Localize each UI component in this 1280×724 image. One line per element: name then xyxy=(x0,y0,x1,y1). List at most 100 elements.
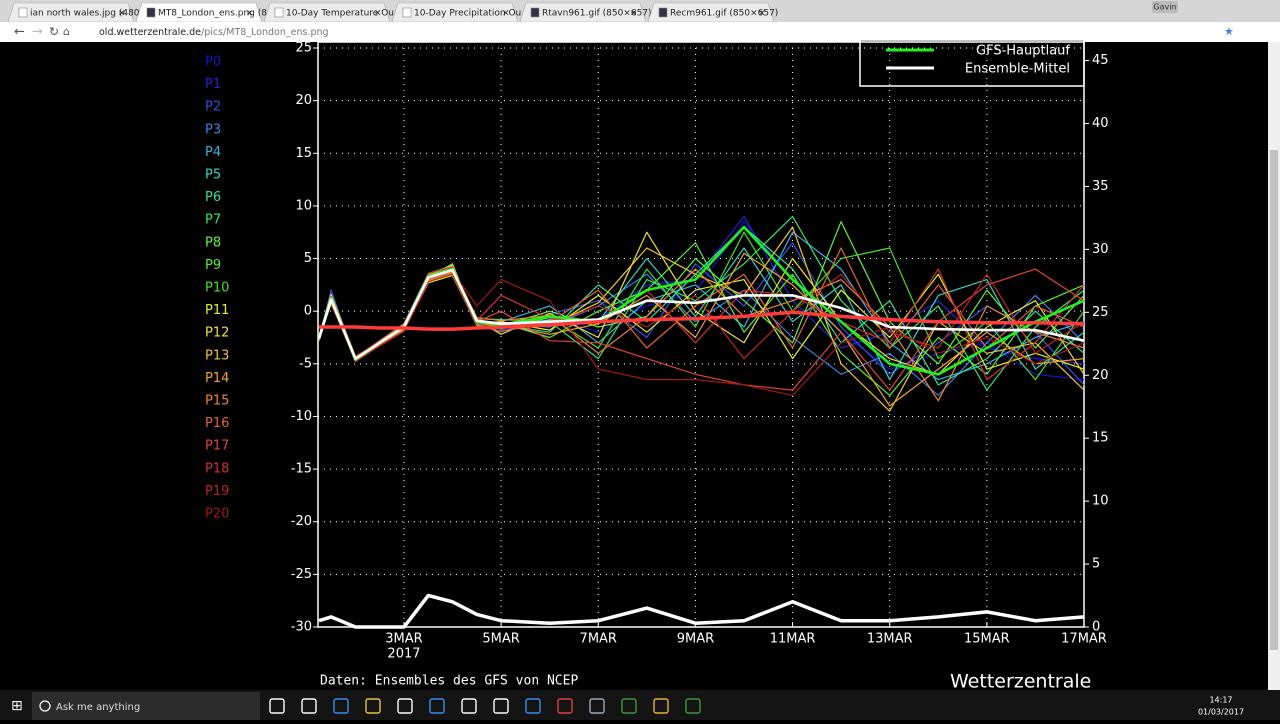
app-icon[interactable] xyxy=(397,698,413,714)
app-icon[interactable] xyxy=(461,698,477,714)
forward-button[interactable]: → xyxy=(32,25,43,40)
y2-tick-label: 30 xyxy=(1092,242,1109,257)
series-line xyxy=(318,247,1085,361)
x-tick-label: 15MAR xyxy=(964,632,1010,647)
legend-label: P8 xyxy=(205,235,221,250)
plot: -30 -25 -20 -15 -10 -5 0 5 10 15 20 25 0 5 10 15 20 25 30 3… xyxy=(291,41,1109,662)
y-tick-label: 0 xyxy=(304,304,312,319)
y2-tick-label: 45 xyxy=(1092,53,1109,68)
app-icon[interactable] xyxy=(685,698,701,714)
app-icon[interactable] xyxy=(493,698,509,714)
reload-button[interactable]: ↻ xyxy=(49,25,59,39)
profile-badge[interactable] xyxy=(1152,1,1178,13)
legend-label: P9 xyxy=(205,258,221,273)
home-button[interactable]: ⌂ xyxy=(63,25,70,38)
legend-label: P12 xyxy=(205,326,229,341)
legend-label: P7 xyxy=(205,213,221,228)
y-tick-label: -15 xyxy=(291,462,312,477)
x-tick-label: 3MAR xyxy=(385,632,422,647)
bookmark-star[interactable]: ★ xyxy=(1224,25,1234,38)
taskbar-apps xyxy=(269,698,701,714)
y2-tick-label: 20 xyxy=(1092,368,1109,383)
tab-close[interactable]: × xyxy=(502,9,510,19)
app-icon[interactable] xyxy=(333,698,349,714)
y-tick-label: 25 xyxy=(295,41,312,56)
scroll-thumb[interactable] xyxy=(1270,150,1278,650)
back-button[interactable]: ← xyxy=(14,25,25,40)
x-tick-label: 17MAR xyxy=(1061,632,1107,647)
legend-label: P6 xyxy=(205,190,221,205)
y2-tick-label: 15 xyxy=(1092,431,1109,446)
legend-label: P14 xyxy=(205,371,229,386)
tab-icon xyxy=(658,7,668,18)
tab-title: 10-Day Precipitation Ou… xyxy=(414,9,530,19)
legend-label: P11 xyxy=(205,303,229,318)
app-icon[interactable] xyxy=(653,698,669,714)
app-icon[interactable] xyxy=(429,698,445,714)
legend-label: P13 xyxy=(205,348,229,363)
series-line xyxy=(318,273,1085,363)
series-line xyxy=(319,310,1085,331)
x-tick-label: 11MAR xyxy=(770,632,816,647)
tab-icon xyxy=(274,7,284,18)
y-tick-label: -30 xyxy=(291,620,312,635)
start-button[interactable]: ⊞ xyxy=(11,698,23,714)
app-icon[interactable] xyxy=(365,698,381,714)
tab-close[interactable]: × xyxy=(630,9,638,19)
legend-label: P3 xyxy=(205,122,221,137)
legend-label: P4 xyxy=(205,145,221,160)
legend-label: P0 xyxy=(205,55,221,70)
url-path: /pics/MT8_London_ens.png xyxy=(201,27,329,38)
y2-tick-label: 40 xyxy=(1092,116,1109,131)
legend-label: P19 xyxy=(205,484,229,499)
legend-label: P5 xyxy=(205,168,221,183)
legend-label: GFS-Hauptlauf xyxy=(976,44,1070,59)
y-tick-label: 20 xyxy=(295,93,312,108)
tab-icon xyxy=(530,7,540,18)
brand: Wetterzentrale xyxy=(950,671,1091,693)
app-icon[interactable] xyxy=(269,698,285,714)
address-bar[interactable] xyxy=(80,24,1240,40)
date: 01/03/2017 xyxy=(1198,708,1244,717)
x-tick-label: 9MAR xyxy=(677,632,714,647)
app-icon[interactable] xyxy=(525,698,541,714)
y2-tick-label: 35 xyxy=(1092,179,1109,194)
app-icon[interactable] xyxy=(557,698,573,714)
app-icon[interactable] xyxy=(621,698,637,714)
search-icon xyxy=(39,700,51,712)
legend-label: P1 xyxy=(205,77,221,92)
url-host: old.wetterzentrale.de/pics/MT8_London_en… xyxy=(99,27,329,38)
y2-tick-label: 25 xyxy=(1092,305,1109,320)
y-tick-label: 5 xyxy=(304,251,312,266)
legend-label: Ensemble-Mittel xyxy=(965,62,1070,77)
y-tick-label: 15 xyxy=(295,146,312,161)
tab-title: MT8_London_ens.png (8… xyxy=(158,9,276,19)
tab-close[interactable]: × xyxy=(758,9,766,19)
tab-title: Recm961.gif (850×657) xyxy=(670,9,778,19)
series-line xyxy=(318,593,1085,629)
legend-label: P16 xyxy=(205,416,229,431)
tabs: ian north wales.jpg (480…× MT8_London_ens… xyxy=(7,2,778,23)
app-icon[interactable] xyxy=(301,698,317,714)
y2-tick-label: 0 xyxy=(1092,620,1100,635)
y2-tick-label: 10 xyxy=(1092,494,1109,509)
tab-close[interactable]: × xyxy=(246,9,254,19)
x-tick-label: 7MAR xyxy=(580,632,617,647)
tab-title: Rtavn961.gif (850×657) xyxy=(542,9,652,19)
app-icon[interactable] xyxy=(589,698,605,714)
legend-label: P2 xyxy=(205,100,221,115)
y2-tick-label: 5 xyxy=(1092,557,1100,572)
plot-frame xyxy=(317,41,1085,628)
tab-close[interactable]: × xyxy=(118,9,126,19)
y-tick-label: -5 xyxy=(299,356,312,371)
y-tick-label: -25 xyxy=(291,567,312,582)
series-line xyxy=(318,267,1085,402)
series-line xyxy=(317,268,1085,360)
tab-close[interactable]: × xyxy=(374,9,382,19)
legend-label: P18 xyxy=(205,461,229,476)
x-sublabel: 2017 xyxy=(387,647,420,662)
tab-icon xyxy=(402,7,412,18)
search-box[interactable] xyxy=(32,692,260,720)
x-tick-label: 5MAR xyxy=(482,632,519,647)
